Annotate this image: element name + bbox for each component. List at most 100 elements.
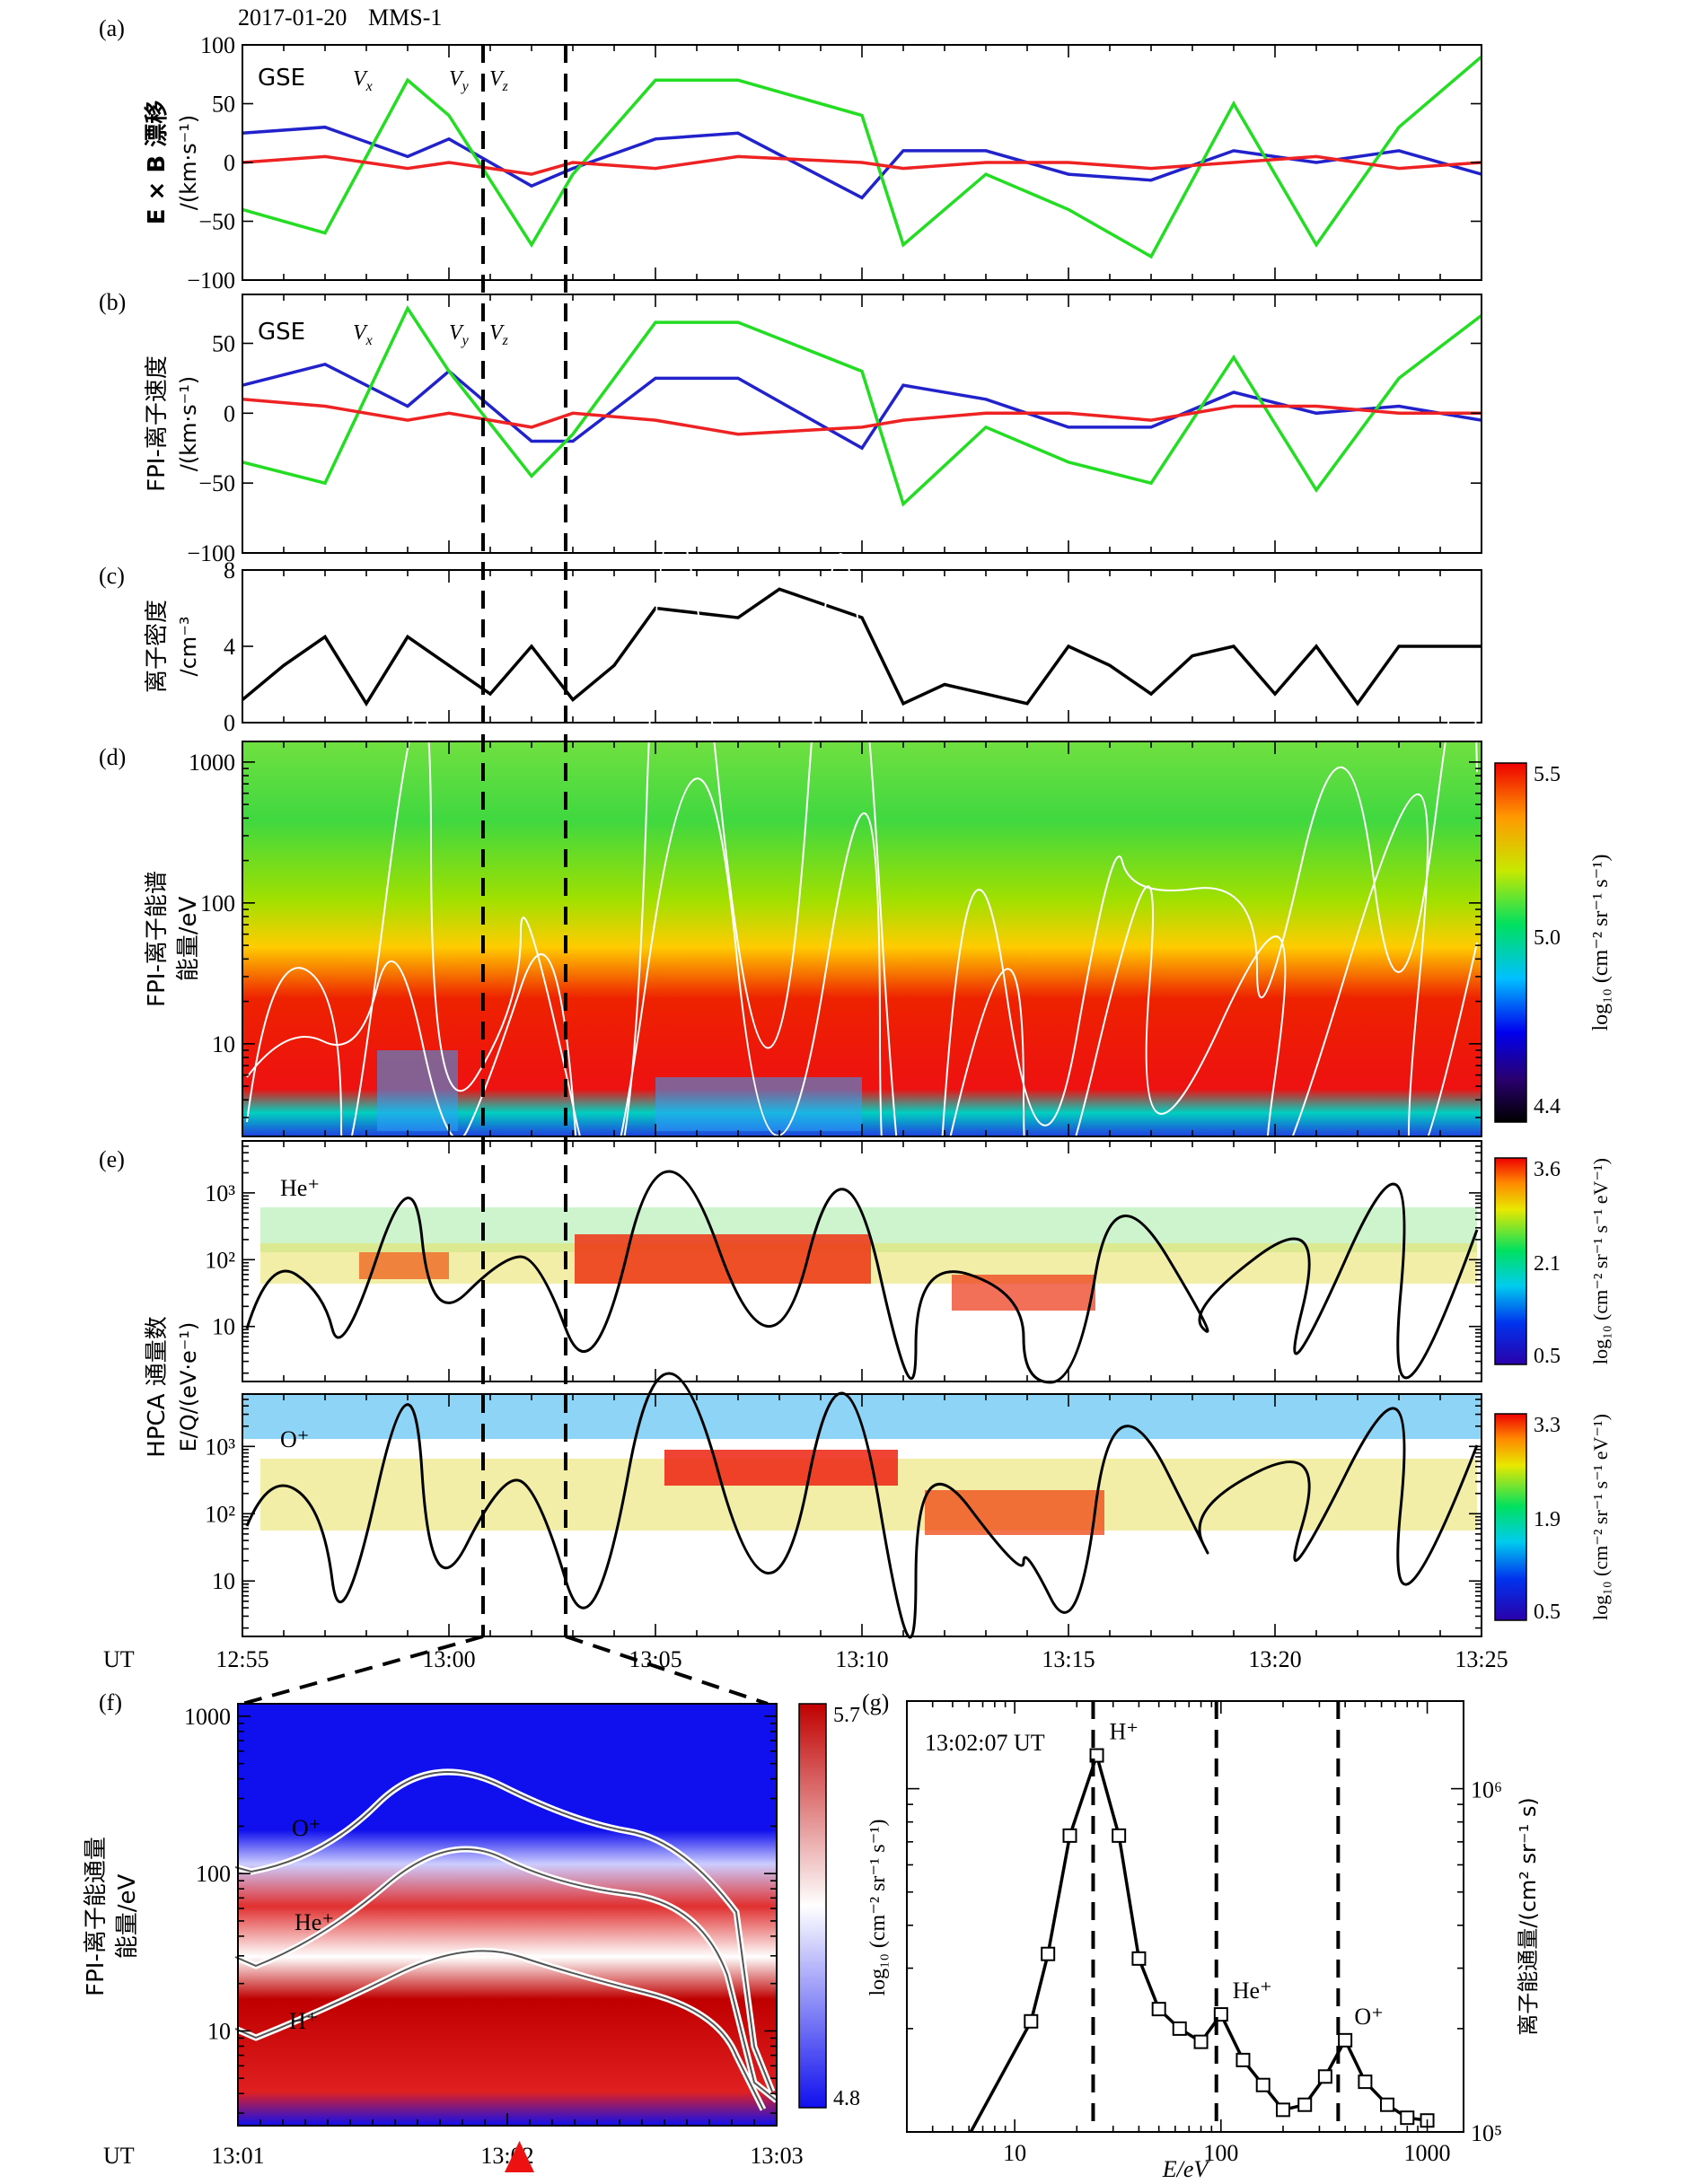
colorbar-d-min: 4.4 <box>1534 1095 1561 1118</box>
time-tick-label: 12:55 <box>215 1646 268 1672</box>
ytick-f-1: 100 <box>196 1861 231 1887</box>
zoom-connector-right <box>565 1635 769 1706</box>
ytick-a-0: −100 <box>187 268 235 294</box>
g-xtick-label: 10 <box>1003 2140 1026 2166</box>
spectrum-line <box>969 1750 1428 2132</box>
f-label-o: O⁺ <box>292 1815 321 1841</box>
colorbar-d-max: 5.5 <box>1534 763 1561 786</box>
peak-label: H⁺ <box>1109 1719 1139 1745</box>
o-label: O⁺ <box>280 1426 310 1452</box>
ytick-a-3: 50 <box>212 92 235 118</box>
header-date: 2017-01-20 <box>238 4 347 31</box>
panel-b: (b) −100 −50 0 50 GSE Vx Vy Vz FPI-离子速度 /(k… <box>99 289 1482 566</box>
ytick-e1-1: 10² <box>205 1247 235 1273</box>
panel-f-ylabel-2: 能量/eV <box>114 1874 141 1960</box>
ytick-d-0: 10 <box>212 1031 235 1057</box>
spectrum-point <box>1400 2110 1415 2126</box>
time-tick-label: 13:00 <box>422 1646 475 1672</box>
panel-b-letter: (b) <box>99 289 126 315</box>
panel-g-time: 13:02:07 UT <box>925 1730 1045 1756</box>
panel-g: (g) H⁺ He⁺ O⁺ 10 100 1000 10⁵ 10⁶ 13:02:07 UT 离… <box>862 1689 1541 2182</box>
spectrum-point <box>1172 2021 1187 2036</box>
ytick-a-4: 100 <box>200 32 235 58</box>
peak-label: He⁺ <box>1233 1978 1272 2004</box>
series-a-vx-line <box>242 125 1482 200</box>
legend-vx: Vx <box>353 67 373 94</box>
ytick-b-1: −50 <box>198 470 235 496</box>
spectrum-point <box>1151 2002 1166 2017</box>
spectrum-point <box>1255 2077 1271 2092</box>
panel-f-ylabel-1: FPI-离子能通量 <box>83 1837 110 1996</box>
series-a-vz-line <box>242 154 1482 176</box>
spectrogram-o-band <box>242 1394 1482 1535</box>
ytick-c-0: 0 <box>224 710 235 736</box>
ytick-b-2: 0 <box>224 400 235 426</box>
legend-vy: Vy <box>449 67 470 94</box>
spectrum-point <box>1024 2013 1039 2029</box>
ytick-e2-1: 10² <box>205 1501 235 1527</box>
colorbar-e1-min: 0.5 <box>1534 1345 1561 1368</box>
ytick-f-2: 1000 <box>184 1704 231 1730</box>
panel-d-ylabel-1: FPI-离子能谱 <box>144 871 171 1007</box>
colorbar-e1 <box>1494 1157 1527 1365</box>
spectrum-point <box>1112 1828 1127 1843</box>
ytick-f-0: 10 <box>207 2018 231 2044</box>
colorbar-e1-label: log₁₀ (cm⁻² sr⁻¹ s⁻¹ eV⁻¹) <box>1589 1158 1612 1364</box>
ytick-b-0: −100 <box>187 540 235 566</box>
spectrum-point <box>1275 2102 1290 2118</box>
panel-c: (c) 0 4 8 离子密度 /cm⁻³ <box>99 557 1482 736</box>
ytick-e2-0: 10 <box>212 1568 235 1594</box>
series-a-vy-line <box>242 55 1482 259</box>
panel-e-o: 10 10² 10³ O⁺ HPCA 通量数 E/Q/(eV·e⁻¹) 3.3 1.… <box>144 1316 1612 1639</box>
colorbar-e2-label: log₁₀ (cm⁻² sr⁻¹ s⁻¹ eV⁻¹) <box>1589 1414 1612 1620</box>
panel-a-frame-label: GSE <box>258 65 305 92</box>
panel-e-ylabel-2: E/Q/(eV·e⁻¹) <box>176 1322 201 1452</box>
colorbar-d-mid: 5.0 <box>1534 926 1561 950</box>
legend-b-vz: Vz <box>489 321 509 348</box>
spectrogram-f-contours-inner <box>234 1771 778 2110</box>
colorbar-f-label: log₁₀ (cm⁻² sr⁻¹ s⁻¹) <box>866 1820 890 1996</box>
time-tick-label: 13:10 <box>835 1646 888 1672</box>
colorbar-e2 <box>1494 1413 1527 1621</box>
peak-label: O⁺ <box>1354 2004 1384 2030</box>
colorbar-e2-max: 3.3 <box>1534 1414 1561 1437</box>
ytick-c-2: 8 <box>224 557 235 583</box>
legend-b-vy: Vy <box>449 321 470 348</box>
spectrum-point <box>1041 1946 1056 1961</box>
panel-b-ylabel-1: FPI-离子速度 <box>144 355 171 492</box>
time-tick-label: 13:25 <box>1455 1646 1508 1672</box>
panel-f-letter: (f) <box>99 1689 122 1715</box>
spectrum-point <box>1317 2069 1332 2084</box>
ytick-d-2: 1000 <box>189 750 235 776</box>
spectrum-point <box>1297 2097 1313 2112</box>
panel-c-letter: (c) <box>99 563 125 589</box>
panel-c-ylabel-2: /cm⁻³ <box>176 617 201 677</box>
spectrum-point <box>1338 2032 1353 2048</box>
colorbar-e1-max: 3.6 <box>1534 1158 1561 1181</box>
ytick-e1-0: 10 <box>212 1314 235 1340</box>
spectrum-point <box>1193 2034 1209 2049</box>
g-xtick-label: 100 <box>1203 2140 1238 2166</box>
legend-vz: Vz <box>489 67 509 94</box>
panel-g-xlabel: E/eV <box>1162 2156 1211 2182</box>
header-spacecraft: MMS-1 <box>368 4 442 31</box>
ut-label-top: UT <box>103 1646 135 1672</box>
f-time-tick-label: 13:03 <box>750 2143 803 2169</box>
panel-e-ylabel-1: HPCA 通量数 <box>144 1316 171 1457</box>
spectrum-point <box>1131 1951 1147 1966</box>
panel-b-ylabel-2: /(km·s⁻¹) <box>176 376 201 472</box>
legend-b-vx: Vx <box>353 321 373 348</box>
time-tick-label: 13:20 <box>1248 1646 1301 1672</box>
he-contour <box>245 1170 1479 1384</box>
colorbar-f-max: 5.7 <box>833 1704 860 1727</box>
colorbar-d <box>1494 762 1527 1123</box>
he-label: He⁺ <box>280 1175 320 1201</box>
panel-d-ylabel-2: 能量/eV <box>175 897 202 982</box>
zoom-connector-left <box>242 1635 484 1706</box>
spectrum-point <box>1358 2074 1373 2090</box>
panel-d-letter: (d) <box>99 744 126 770</box>
colorbar-e2-min: 0.5 <box>1534 1601 1561 1624</box>
